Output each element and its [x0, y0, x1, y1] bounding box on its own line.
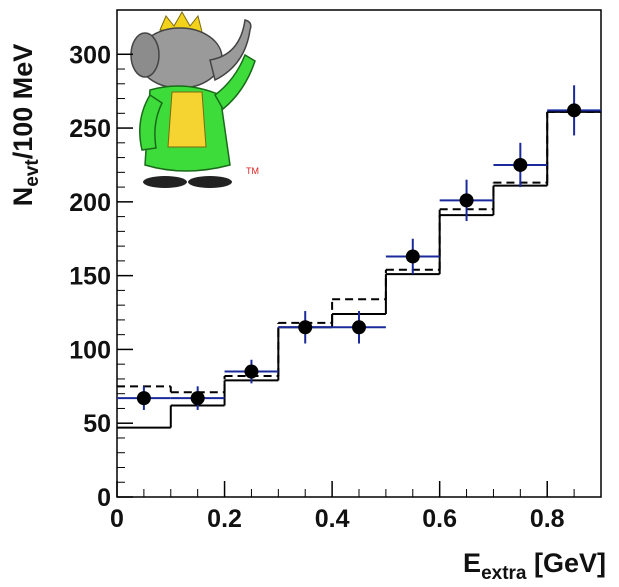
logo: TM — [130, 10, 259, 188]
x-tick-label: 0.4 — [315, 505, 350, 533]
data-point — [136, 391, 151, 406]
data-point — [405, 249, 420, 264]
x-title-sub: extra — [481, 563, 527, 584]
x-tick-label: 0.2 — [207, 505, 242, 533]
data-point — [567, 103, 582, 118]
data-point — [513, 157, 528, 172]
y-title-tail: /100 MeV — [8, 44, 38, 160]
x-tick-label: 0.8 — [530, 505, 565, 533]
logo-mark: TM — [246, 166, 259, 176]
x-tick-label: 0 — [110, 505, 124, 533]
x-axis-title: Eextra [GeV] — [463, 548, 606, 584]
y-tick-label: 0 — [97, 484, 111, 512]
x-title-tail: [GeV] — [526, 548, 606, 578]
y-tick-label: 300 — [69, 41, 111, 69]
x-title-main: E — [463, 548, 481, 578]
data-point — [190, 391, 205, 406]
data-point — [298, 320, 313, 335]
data-point — [244, 364, 259, 379]
y-title-main: N — [8, 187, 38, 207]
data-point — [459, 193, 474, 208]
y-tick-label: 100 — [69, 336, 111, 364]
y-tick-label: 200 — [69, 189, 111, 217]
x-tick-label: 0.6 — [422, 505, 457, 533]
data-point — [352, 320, 366, 335]
y-axis-title: Nevt/100 MeV — [8, 44, 43, 207]
y-tick-label: 150 — [69, 263, 111, 291]
y-tick-label: 250 — [69, 115, 111, 143]
y-tick-label: 50 — [83, 410, 111, 438]
y-title-sub: evt — [22, 159, 43, 187]
